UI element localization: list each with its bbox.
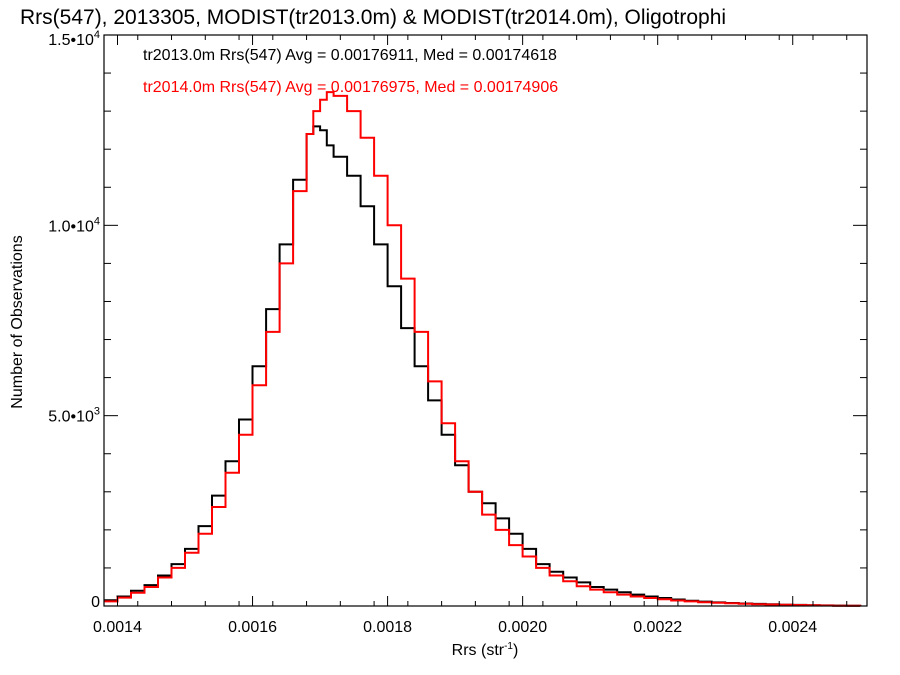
series-layer — [104, 91, 862, 607]
plot-area: 0.0014 0.0016 0.0018 0.0020 0.0022 0.0024 0 5.… — [48, 29, 868, 636]
y-axis-label: Number of Observations — [9, 235, 26, 408]
series-line-0 — [104, 125, 862, 607]
x-tick-label-3: 0.0020 — [498, 619, 547, 636]
series-line-1 — [104, 91, 862, 607]
y-tick-label-3: 1.5•104 — [48, 29, 100, 49]
x-axis-label-close: ) — [513, 642, 518, 659]
y-tick-label-1: 5.0•103 — [48, 406, 100, 426]
x-tick-label-0: 0.0014 — [93, 619, 142, 636]
x-axis-label: Rrs (str-1) — [452, 641, 519, 659]
y-tick-label-0: 0 — [91, 594, 100, 611]
y-tick-label-2: 1.0•104 — [48, 215, 100, 235]
x-tick-label-4: 0.0022 — [633, 619, 682, 636]
x-tick-label-5: 0.0024 — [768, 619, 817, 636]
x-axis-label-exponent: -1 — [504, 641, 513, 652]
x-tick-label-1: 0.0016 — [228, 619, 277, 636]
y-axis: 0 5.0•103 1.0•104 1.5•104 — [48, 29, 867, 611]
plot-frame — [103, 34, 868, 607]
chart-title: Rrs(547), 2013305, MODIST(tr2013.0m) & M… — [20, 6, 726, 29]
x-axis-label-main: Rrs (str — [452, 642, 505, 659]
x-axis: 0.0014 0.0016 0.0018 0.0020 0.0022 0.0024 — [93, 35, 848, 636]
legend-entry-tr2013: tr2013.0m Rrs(547) Avg = 0.00176911, Med… — [143, 47, 557, 64]
x-tick-label-2: 0.0018 — [363, 619, 412, 636]
legend-entry-tr2014: tr2014.0m Rrs(547) Avg = 0.00176975, Med… — [143, 79, 558, 96]
